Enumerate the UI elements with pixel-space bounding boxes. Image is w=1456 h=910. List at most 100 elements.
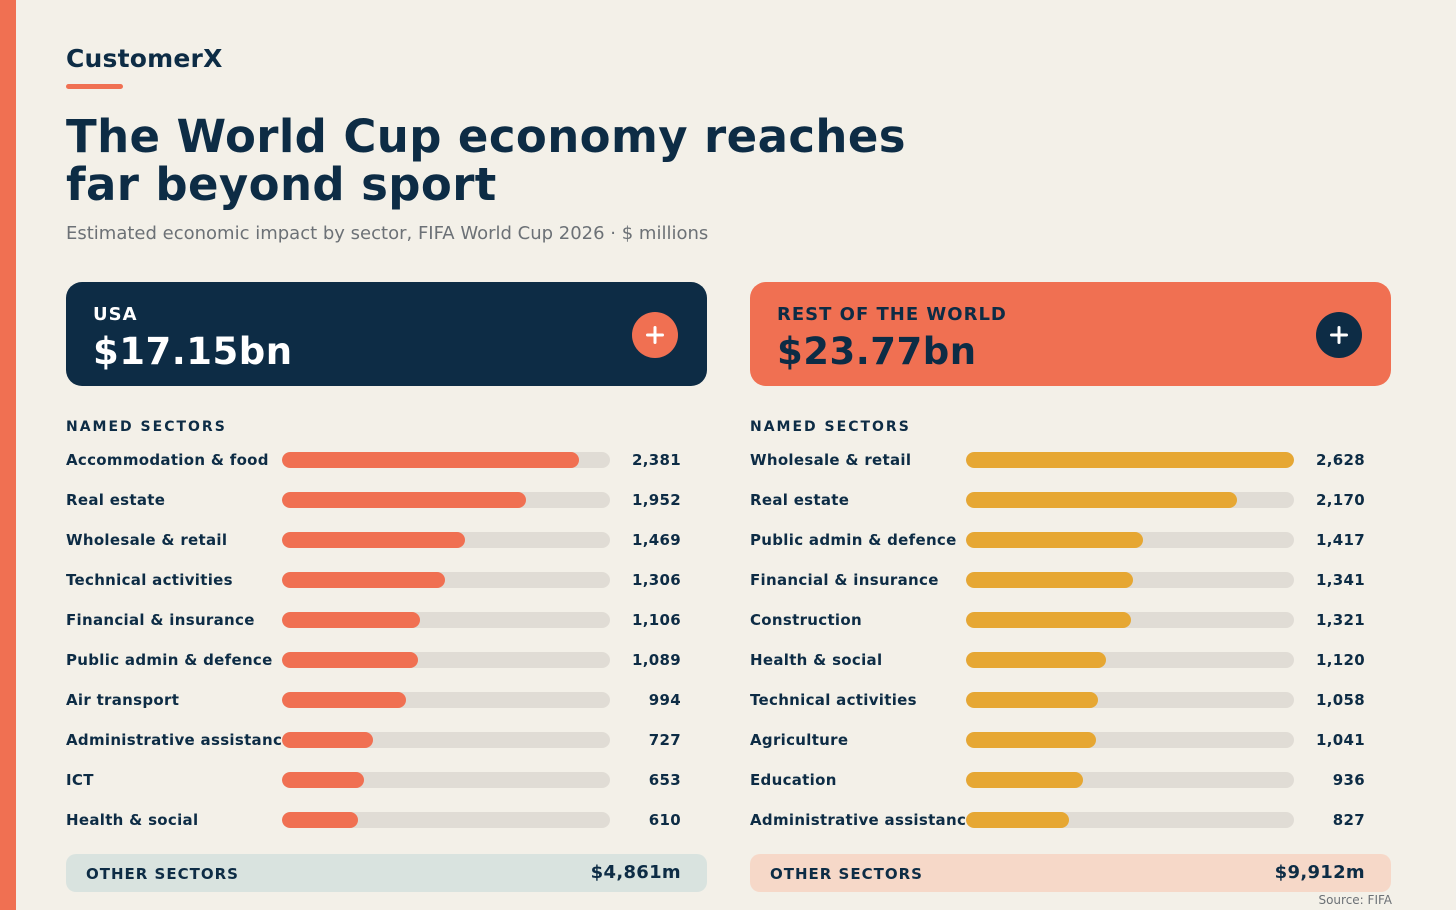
bar-track <box>282 732 610 748</box>
sector-row: Agriculture 1,041 <box>750 728 1391 768</box>
row-expand-button[interactable] <box>1316 312 1362 358</box>
bar-track <box>966 492 1294 508</box>
data-label: 1,952 <box>632 491 681 509</box>
sector-row: Real estate 1,952 <box>66 488 707 528</box>
sector-name: Accommodation & food <box>66 451 269 469</box>
plus-icon <box>1330 326 1348 344</box>
sector-row: Public admin & defence 1,417 <box>750 528 1391 568</box>
rest-of-world-panel: REST OF THE WORLD $23.77bn NAMED SECTORS… <box>750 282 1391 892</box>
data-label: 2,628 <box>1316 451 1365 469</box>
row-header-card: REST OF THE WORLD $23.77bn <box>750 282 1391 386</box>
data-label: 1,306 <box>632 571 681 589</box>
source-note: Source: FIFA <box>1318 893 1392 907</box>
sector-name: Technical activities <box>66 571 233 589</box>
sector-name: Construction <box>750 611 862 629</box>
bar <box>966 492 1237 508</box>
bar-track <box>282 692 610 708</box>
sector-name: Health & social <box>66 811 199 829</box>
data-label: 2,170 <box>1316 491 1365 509</box>
row-other-value: $9,912m <box>1274 862 1365 883</box>
row-header-value: $23.77bn <box>777 330 977 373</box>
side-accent-stripe <box>0 0 16 910</box>
bar <box>282 812 359 828</box>
sector-name: Education <box>750 771 837 789</box>
sector-row: Construction 1,321 <box>750 608 1391 648</box>
bar <box>282 492 526 508</box>
data-label: 1,089 <box>632 651 681 669</box>
bar <box>966 452 1294 468</box>
data-label: 1,417 <box>1316 531 1365 549</box>
bar-track <box>282 452 610 468</box>
data-label: 653 <box>648 771 681 789</box>
sector-name: Real estate <box>750 491 850 509</box>
sector-name: Public admin & defence <box>750 531 957 549</box>
usa-header-card: USA $17.15bn <box>66 282 707 386</box>
usa-panel: USA $17.15bn NAMED SECTORS Accommodation… <box>66 282 707 892</box>
bar-track <box>966 612 1294 628</box>
sector-name: Real estate <box>66 491 166 509</box>
sector-name: Financial & insurance <box>66 611 255 629</box>
usa-header-label: USA <box>93 304 138 325</box>
bar-track <box>282 652 610 668</box>
sector-name: Agriculture <box>750 731 849 749</box>
bar-track <box>966 732 1294 748</box>
sector-name: Wholesale & retail <box>66 531 228 549</box>
data-label: 727 <box>648 731 681 749</box>
sector-row: Wholesale & retail 2,628 <box>750 448 1391 488</box>
sector-row: Real estate 2,170 <box>750 488 1391 528</box>
page-subtitle: Estimated economic impact by sector, FIF… <box>66 223 709 244</box>
usa-sector-list: Accommodation & food 2,381 Real estate 1,95… <box>66 448 707 848</box>
bar-track <box>966 452 1294 468</box>
sector-name: Financial & insurance <box>750 571 939 589</box>
bar-track <box>966 692 1294 708</box>
sector-row: Accommodation & food 2,381 <box>66 448 707 488</box>
usa-expand-button[interactable] <box>632 312 678 358</box>
brand-logo: CustomerX <box>66 44 223 73</box>
sector-row: Health & social 1,120 <box>750 648 1391 688</box>
bar-track <box>966 572 1294 588</box>
usa-header-value: $17.15bn <box>93 330 293 373</box>
page-title: The World Cup economy reaches far beyond… <box>66 110 906 211</box>
bar-track <box>282 772 610 788</box>
bar-track <box>282 532 610 548</box>
data-label: 1,106 <box>632 611 681 629</box>
row-sector-list: Wholesale & retail 2,628 Real estate 2,170 P… <box>750 448 1391 848</box>
bar-track <box>966 532 1294 548</box>
usa-section-label: NAMED SECTORS <box>66 419 227 435</box>
plus-icon <box>646 326 664 344</box>
sector-row: Technical activities 1,058 <box>750 688 1391 728</box>
bar <box>966 532 1143 548</box>
sector-row: Public admin & defence 1,089 <box>66 648 707 688</box>
sector-row: Education 936 <box>750 768 1391 808</box>
bar-track <box>966 812 1294 828</box>
bar-track <box>282 492 610 508</box>
sector-row: Financial & insurance 1,341 <box>750 568 1391 608</box>
bar-track <box>282 572 610 588</box>
data-label: 994 <box>648 691 681 709</box>
usa-other-value: $4,861m <box>590 862 681 883</box>
bar <box>282 572 445 588</box>
sector-row: Air transport 994 <box>66 688 707 728</box>
sector-name: Administrative assistance <box>66 731 293 749</box>
bar-track <box>966 772 1294 788</box>
bar <box>966 652 1106 668</box>
sector-name: Administrative assistance <box>750 811 977 829</box>
sector-row: Administrative assistance 827 <box>750 808 1391 848</box>
sector-row: Health & social 610 <box>66 808 707 848</box>
bar <box>282 652 418 668</box>
brand-underline <box>66 84 123 89</box>
sector-row: Wholesale & retail 1,469 <box>66 528 707 568</box>
row-section-label: NAMED SECTORS <box>750 419 911 435</box>
bar <box>966 612 1131 628</box>
bar <box>282 532 466 548</box>
bar <box>282 692 407 708</box>
data-label: 827 <box>1332 811 1365 829</box>
data-label: 610 <box>648 811 681 829</box>
row-header-label: REST OF THE WORLD <box>777 304 1007 325</box>
sector-name: Technical activities <box>750 691 917 709</box>
usa-other-sectors: OTHER SECTORS $4,861m <box>66 854 707 892</box>
sector-name: Wholesale & retail <box>750 451 912 469</box>
bar <box>282 452 580 468</box>
bar <box>966 692 1099 708</box>
bar-track <box>966 652 1294 668</box>
